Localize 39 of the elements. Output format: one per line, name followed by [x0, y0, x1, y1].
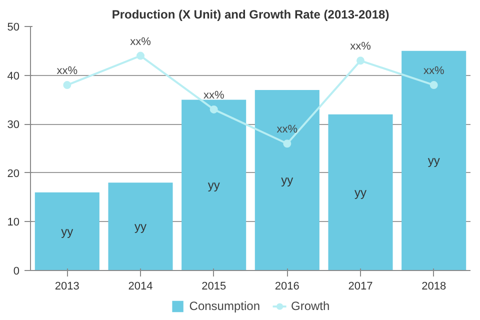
y-tick-label: 40: [7, 70, 20, 82]
point: [63, 81, 72, 90]
x-tick-label: 2018: [422, 280, 446, 292]
x-tick-label: 2017: [348, 280, 373, 292]
bar: [254, 90, 320, 270]
y-tick-label: 30: [7, 119, 20, 132]
chart-title: Production (X Unit) and Growth Rate (2013-2018): [112, 8, 390, 22]
legend-label: Growth: [291, 299, 330, 313]
x-tick-label: 2014: [128, 280, 153, 292]
x-tick-label: 2013: [54, 280, 80, 292]
point: [283, 140, 292, 148]
point: [210, 105, 218, 114]
data-label: yy: [208, 178, 220, 192]
bar: [328, 114, 393, 270]
data-label: yy: [281, 173, 294, 188]
y-tick-label: 10: [7, 216, 20, 229]
y-tick-label: 20: [7, 168, 20, 180]
data-label: yy: [61, 224, 74, 238]
data-label: yy: [354, 185, 366, 200]
data-label: xx%: [203, 89, 224, 102]
bar: [108, 182, 173, 270]
data-label: xx%: [56, 65, 78, 78]
bar: [402, 50, 466, 270]
bar: [34, 192, 100, 270]
data-label: yy: [134, 220, 146, 234]
legend-label: Consumption: [189, 299, 260, 313]
data-label: yy: [428, 154, 440, 168]
x-tick-label: 2015: [202, 280, 226, 292]
bar: [182, 100, 246, 270]
point: [430, 81, 438, 90]
point: [356, 56, 364, 65]
y-tick-label: 50: [7, 22, 20, 34]
x-tick-label: 2016: [274, 280, 300, 292]
data-label: xx%: [130, 36, 152, 48]
data-label: xx%: [350, 40, 372, 53]
data-label: xx%: [423, 65, 444, 78]
y-tick-label: 0: [13, 266, 20, 278]
data-label: xx%: [276, 124, 298, 136]
point: [136, 52, 144, 60]
